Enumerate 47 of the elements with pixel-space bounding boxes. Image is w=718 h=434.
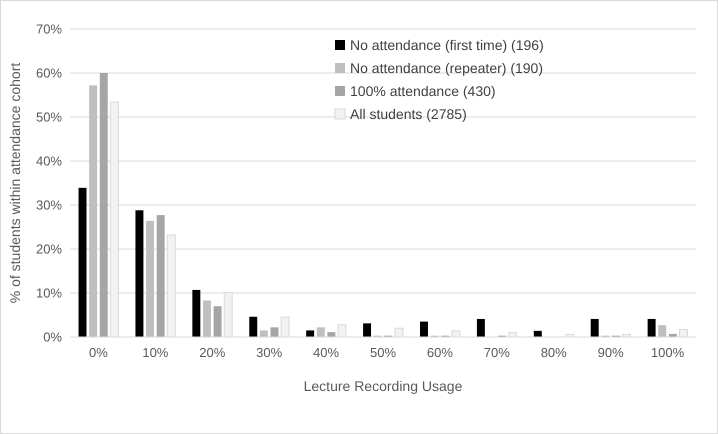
bar bbox=[476, 318, 485, 337]
bar bbox=[192, 290, 200, 337]
bar bbox=[420, 322, 428, 337]
bar bbox=[648, 318, 656, 337]
y-axis-title: % of students within attendance cohort bbox=[7, 62, 23, 304]
x-axis-title: Lecture Recording Usage bbox=[304, 378, 463, 394]
y-tick-label: 10% bbox=[36, 286, 62, 301]
x-tick-label: 80% bbox=[540, 345, 568, 360]
bar bbox=[270, 327, 278, 337]
bar bbox=[316, 327, 325, 337]
y-tick-label: 70% bbox=[36, 22, 62, 37]
y-tick-label: 60% bbox=[36, 66, 62, 81]
bar bbox=[534, 330, 542, 337]
bar bbox=[135, 210, 144, 337]
bar bbox=[214, 306, 222, 337]
x-tick-label: 10% bbox=[142, 345, 169, 360]
bar bbox=[202, 300, 211, 337]
y-tick-label: 0% bbox=[43, 330, 62, 345]
x-tick-label: 0% bbox=[89, 345, 108, 360]
y-tick-label: 20% bbox=[36, 242, 62, 257]
legend-label: All students (2785) bbox=[350, 106, 467, 122]
bar bbox=[100, 73, 108, 337]
bar bbox=[363, 323, 372, 337]
x-tick-label: 50% bbox=[370, 345, 396, 360]
legend-label: No attendance (first time) (196) bbox=[350, 36, 544, 53]
x-tick-label: 100% bbox=[650, 345, 685, 360]
bar bbox=[590, 318, 599, 337]
x-tick-label: 60% bbox=[426, 345, 454, 360]
y-tick-label: 40% bbox=[36, 154, 62, 169]
bar bbox=[89, 85, 98, 337]
bar bbox=[146, 220, 154, 337]
bar bbox=[249, 316, 258, 337]
y-tick-label: 30% bbox=[36, 198, 62, 213]
bar bbox=[658, 325, 666, 337]
bar bbox=[327, 332, 336, 337]
x-tick-label: 20% bbox=[199, 345, 226, 360]
bar bbox=[260, 330, 268, 337]
bar bbox=[78, 188, 87, 337]
x-tick-label: 40% bbox=[313, 345, 340, 360]
legend-label: No attendance (repeater) (190) bbox=[350, 60, 543, 76]
y-tick-label: 50% bbox=[36, 110, 62, 125]
legend-label: 100% attendance (430) bbox=[350, 82, 496, 99]
bar bbox=[306, 330, 314, 337]
x-tick-label: 90% bbox=[598, 345, 624, 360]
x-tick-label: 70% bbox=[484, 345, 510, 360]
x-tick-label: 30% bbox=[256, 345, 283, 360]
bar bbox=[156, 215, 165, 337]
